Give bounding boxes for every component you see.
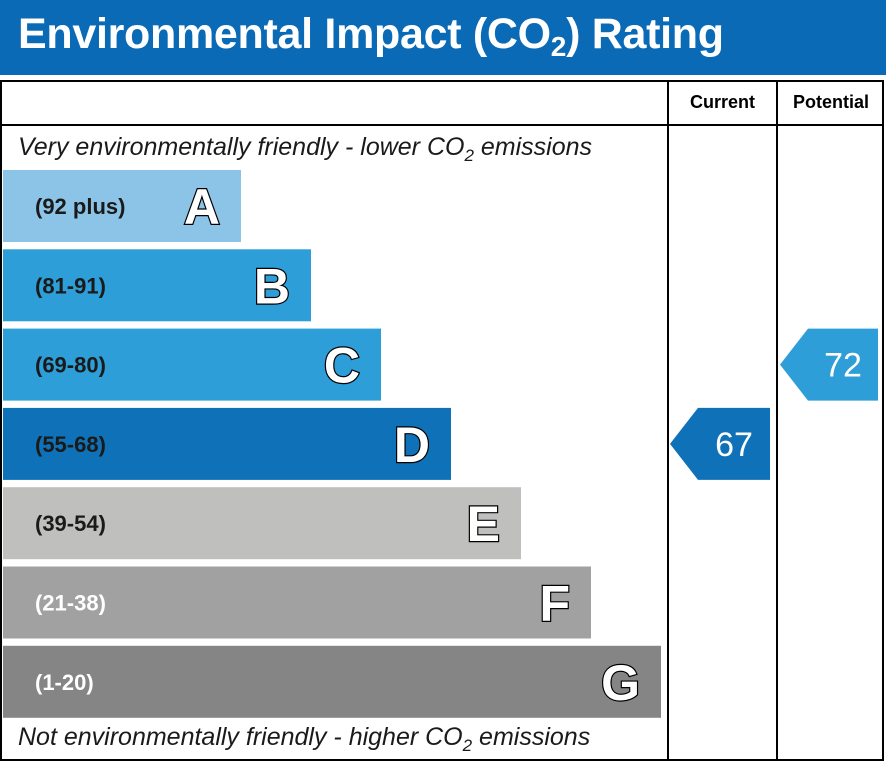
band-a-letter: A (184, 179, 220, 235)
column-divider-potential (776, 80, 778, 761)
header-bar: Environmental Impact (CO2) Rating (0, 0, 886, 75)
band-e-bar (3, 487, 521, 560)
band-f-bar (3, 566, 591, 639)
note-top-subscript: 2 (464, 146, 474, 165)
current-rating-value: 67 (715, 426, 753, 464)
band-c-letter: C (324, 338, 360, 394)
band-f-letter: F (539, 576, 570, 632)
potential-rating-value: 72 (824, 347, 862, 385)
note-bottom-end: emissions (472, 723, 591, 751)
band-d-range: (55-68) (35, 432, 106, 457)
rating-table-frame (0, 80, 884, 761)
band-g-range: (1-20) (35, 670, 94, 695)
note-bottom-unfriendly: Not environmentally friendly - higher CO… (18, 723, 591, 755)
band-a-bar (3, 170, 241, 242)
current-rating-arrow (670, 407, 770, 480)
band-c-bar (3, 328, 381, 401)
title-text-start: Environmental Impact (CO (18, 10, 551, 58)
band-e-range: (39-54) (35, 511, 106, 536)
band-f-range: (21-38) (35, 591, 106, 616)
header-row-divider (0, 124, 884, 126)
note-top-end: emissions (473, 133, 593, 161)
column-header-potential: Potential (792, 92, 869, 112)
note-bottom-subscript: 2 (462, 736, 473, 755)
note-top-start: Very environmentally friendly - lower CO (18, 133, 465, 161)
note-top-friendly: Very environmentally friendly - lower CO… (18, 133, 593, 165)
band-d-bar (3, 407, 451, 480)
column-divider-current (667, 80, 669, 761)
band-b-letter: B (254, 258, 290, 314)
band-b-range: (81-91) (35, 273, 106, 298)
band-d-letter: D (394, 417, 430, 473)
title-text-end: ) Rating (566, 10, 724, 58)
potential-rating-arrow (780, 328, 878, 401)
band-g-bar (3, 645, 661, 718)
band-e-letter: E (467, 496, 500, 552)
chart-title: Environmental Impact (CO2) Rating (18, 10, 724, 62)
band-a-range: (92 plus) (35, 194, 125, 219)
band-c-range: (69-80) (35, 353, 106, 378)
band-b-bar (3, 249, 311, 322)
column-header-current: Current (689, 92, 755, 112)
band-g-letter: G (601, 655, 640, 711)
note-bottom-start: Not environmentally friendly - higher CO (18, 723, 463, 751)
title-subscript: 2 (550, 31, 567, 62)
